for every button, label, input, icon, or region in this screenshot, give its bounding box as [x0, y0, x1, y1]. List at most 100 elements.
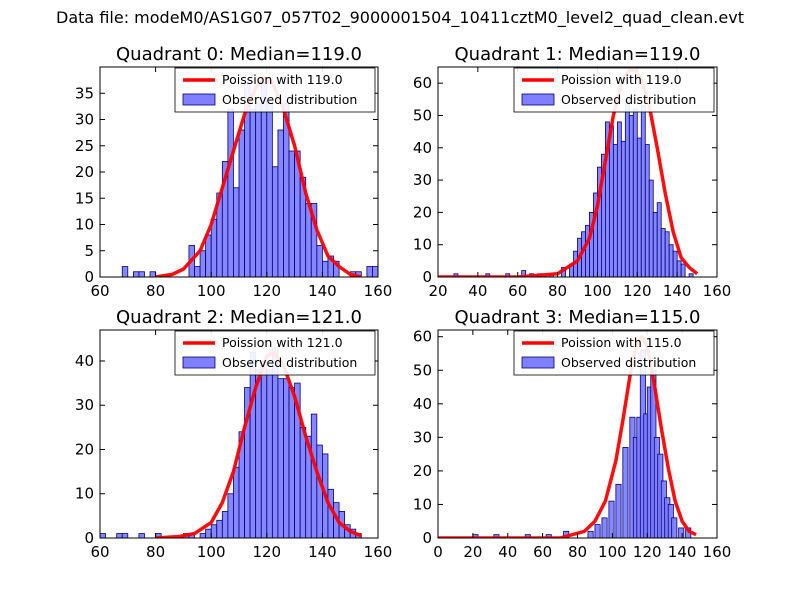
x-tick-label: 60	[508, 282, 527, 300]
x-tick-label: 80	[548, 282, 567, 300]
histogram-bar	[121, 266, 129, 277]
legend-entry-observed: Observed distribution	[561, 355, 696, 370]
histogram-bar	[210, 524, 218, 538]
y-tick-label: 40	[75, 352, 94, 370]
y-tick-label: 30	[75, 111, 94, 129]
histogram-bar	[271, 166, 279, 277]
histogram-bar	[680, 263, 686, 277]
histogram-bar	[612, 144, 618, 277]
y-tick-label: 50	[413, 106, 432, 124]
histogram-bar	[615, 483, 622, 538]
y-tick-label: 30	[75, 396, 94, 414]
histogram-bar	[366, 266, 373, 277]
histogram-bar	[138, 271, 145, 277]
x-tick-label: 80	[568, 543, 587, 561]
figure-suptitle: Data file: modeM0/AS1G07_057T02_90000015…	[56, 8, 744, 27]
histogram-bar	[216, 519, 223, 538]
y-tick-label: 20	[75, 440, 94, 458]
legend-bar-swatch	[521, 356, 555, 369]
histogram-bar	[266, 103, 273, 277]
histogram-bar	[624, 98, 630, 277]
quadrant-3-panel: 0 20 40 60 80 100 120 140 160 0 10 20 30 40 50 60 Quadra…	[413, 307, 731, 561]
x-tick-label: 40	[468, 282, 487, 300]
histogram-bar	[321, 260, 329, 277]
quadrant-2-plot-area	[100, 347, 362, 538]
histogram-bar	[656, 202, 662, 277]
histogram-bar	[100, 533, 106, 538]
x-tick-label: 120	[252, 282, 281, 300]
axes-frame	[99, 329, 379, 539]
legend: Poission with 119.0 Observed distribution	[174, 67, 376, 113]
legend-entry-poisson: Poission with 115.0	[561, 335, 682, 350]
x-tick-label: 60	[90, 543, 109, 561]
y-tick-label: 20	[413, 462, 432, 480]
histogram-bar	[249, 108, 257, 277]
histogram-bar	[194, 266, 201, 277]
y-tick-label: 0	[422, 529, 432, 547]
x-tick-label: 20	[428, 282, 447, 300]
x-tick-label: 80	[146, 543, 165, 561]
histogram-bar	[227, 493, 234, 538]
histogram-bar	[199, 250, 207, 277]
x-tick-label: 100	[197, 543, 226, 561]
y-tick-label: 10	[75, 216, 94, 234]
y-tick-label: 35	[75, 84, 94, 102]
legend: Poission with 121.0 Observed distribution	[174, 330, 376, 376]
histogram-bar	[652, 211, 658, 277]
legend-entry-observed: Observed distribution	[561, 92, 696, 107]
x-tick-label: 160	[703, 543, 732, 561]
quadrant-3-title: Quadrant 3: Median=115.0	[455, 307, 701, 328]
y-tick-label: 20	[75, 163, 94, 181]
quadrant-1-title: Quadrant 1: Median=119.0	[455, 44, 701, 65]
legend-bar-swatch	[182, 93, 216, 106]
histogram-bar	[132, 271, 140, 277]
histogram-bar	[608, 124, 614, 277]
x-tick-label: 100	[583, 282, 612, 300]
histogram-bar	[277, 378, 284, 538]
legend-entry-observed: Observed distribution	[222, 355, 357, 370]
histogram-bar	[316, 444, 323, 538]
histogram-bar	[266, 369, 273, 538]
quadrant-1-panel: 20 40 60 80 100 120 140 160 0 10 20 30 40 50 60 Quadran…	[413, 44, 731, 300]
histogram-bar	[333, 260, 340, 277]
histogram-bar	[149, 271, 156, 277]
x-tick-label: 160	[703, 282, 732, 300]
histogram-bar	[678, 527, 685, 538]
legend-entry-poisson: Poission with 121.0	[222, 335, 343, 350]
x-tick-label: 140	[308, 543, 337, 561]
x-tick-label: 140	[663, 282, 692, 300]
x-tick-label: 40	[498, 543, 517, 561]
y-tick-label: 10	[413, 236, 432, 254]
histogram-bar	[283, 378, 290, 538]
y-tick-label: 40	[413, 139, 432, 157]
y-tick-label: 20	[413, 203, 432, 221]
histogram-bar	[271, 347, 279, 538]
histogram-bar	[221, 511, 229, 538]
histogram-bar	[210, 218, 218, 277]
histogram-bar	[632, 108, 638, 277]
y-tick-label: 5	[84, 242, 94, 260]
histogram-bar	[676, 260, 682, 277]
histogram-bar	[620, 140, 626, 277]
histogram-bar	[199, 533, 207, 538]
histogram-bar	[227, 108, 234, 277]
histogram-bar	[233, 466, 240, 538]
histogram-bar	[255, 103, 262, 277]
histogram-bar	[594, 524, 601, 538]
x-tick-label: 100	[197, 282, 226, 300]
quadrant-0-panel: 60 80 100 120 140 160 0 5 10 15 20 25 30 35 Quadrant 0…	[75, 44, 392, 300]
y-tick-label: 0	[84, 268, 94, 286]
histogram-bar	[277, 129, 284, 277]
histogram-bar	[636, 137, 642, 277]
x-tick-label: 60	[533, 543, 552, 561]
histogram-bar	[372, 266, 378, 277]
x-tick-label: 20	[463, 543, 482, 561]
histogram-bar	[310, 203, 318, 277]
histogram-bar	[205, 528, 212, 538]
axes-frame	[437, 66, 718, 278]
x-tick-label: 120	[623, 282, 652, 300]
histogram-bar	[310, 413, 318, 538]
histogram-bar	[316, 245, 323, 277]
histogram-bar	[648, 179, 654, 277]
x-tick-label: 120	[633, 543, 662, 561]
